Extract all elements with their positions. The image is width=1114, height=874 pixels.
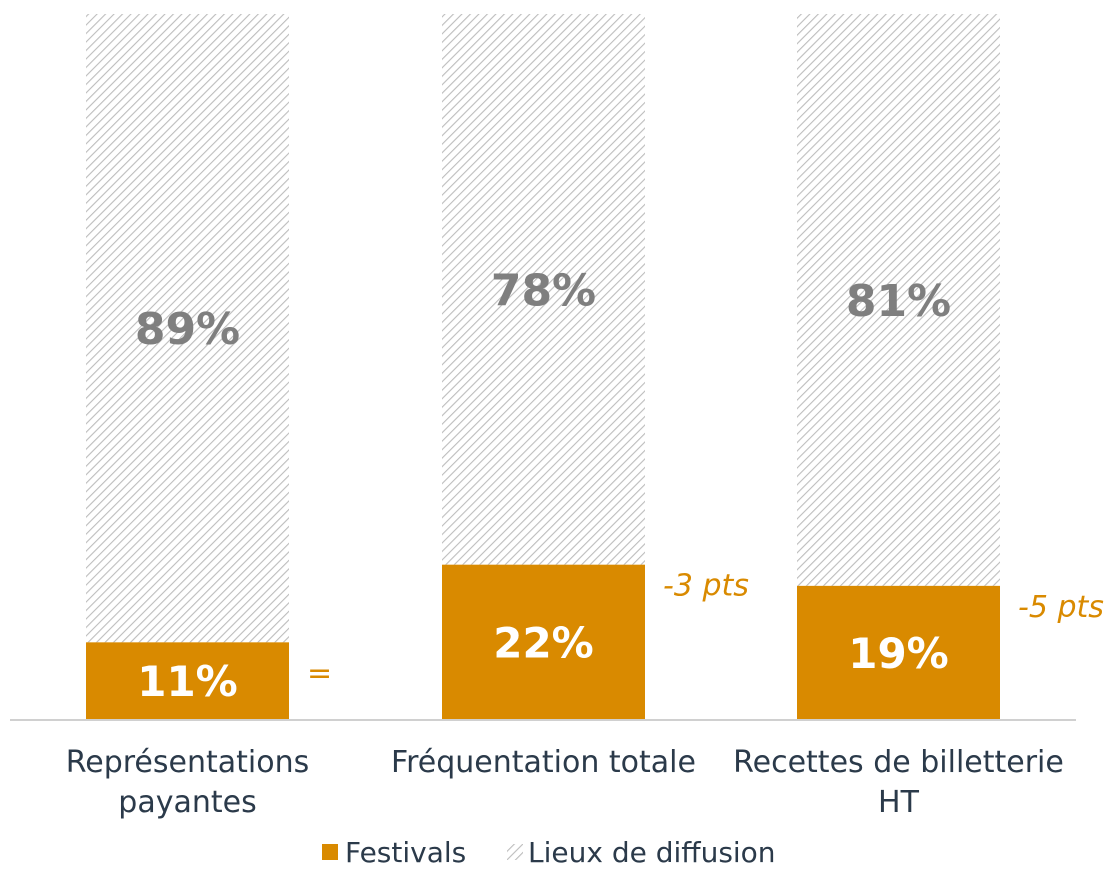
- bar-festivals: [797, 585, 1000, 720]
- bar-lieux-de-diffusion: [86, 14, 289, 643]
- category-label: Recettes de billetterie: [733, 745, 1064, 780]
- category-label: HT: [878, 785, 920, 820]
- delta-annotation: =: [307, 656, 332, 691]
- data-label-lieux: 78%: [491, 265, 596, 316]
- legend-swatch-lieux: [507, 844, 523, 860]
- category-label: payantes: [118, 785, 256, 820]
- category-label: Représentations: [66, 745, 309, 780]
- legend: Festivals Lieux de diffusion: [322, 836, 776, 869]
- legend-swatch-festivals: [322, 844, 338, 860]
- data-label-festivals: 11%: [137, 657, 238, 706]
- bar-festivals: [442, 564, 645, 720]
- category-label: Fréquentation totale: [391, 745, 696, 780]
- delta-annotation: -3 pts: [663, 569, 749, 604]
- data-label-lieux: 81%: [846, 276, 951, 327]
- legend-label-lieux: Lieux de diffusion: [528, 836, 776, 869]
- delta-annotation: -5 pts: [1018, 590, 1104, 625]
- bar-lieux-de-diffusion: [442, 14, 645, 565]
- bar-festivals: [86, 642, 289, 720]
- data-label-lieux: 89%: [135, 304, 240, 355]
- bars-group: [86, 14, 1000, 720]
- data-label-festivals: 22%: [493, 618, 594, 667]
- bar-lieux-de-diffusion: [797, 14, 1000, 586]
- legend-label-festivals: Festivals: [345, 836, 466, 869]
- labels-group: 89% 11% = Représentations payantes 78% 22% -3 p…: [66, 265, 1104, 820]
- data-label-festivals: 19%: [848, 629, 949, 678]
